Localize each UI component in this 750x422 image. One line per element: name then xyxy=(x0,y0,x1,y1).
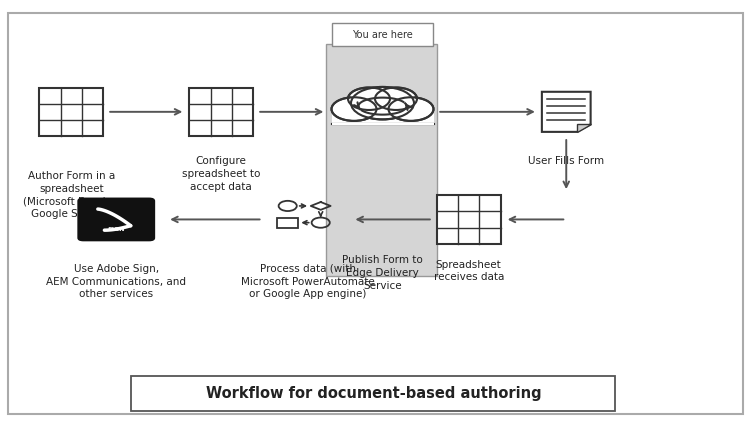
FancyBboxPatch shape xyxy=(332,23,434,46)
Ellipse shape xyxy=(351,87,414,119)
FancyBboxPatch shape xyxy=(332,122,434,125)
FancyBboxPatch shape xyxy=(332,108,434,124)
Text: SIGN: SIGN xyxy=(107,227,125,233)
Text: Configure
spreadsheet to
accept data: Configure spreadsheet to accept data xyxy=(182,156,260,192)
FancyBboxPatch shape xyxy=(39,87,104,136)
FancyBboxPatch shape xyxy=(8,13,742,414)
Ellipse shape xyxy=(334,99,374,119)
Ellipse shape xyxy=(348,87,390,110)
FancyBboxPatch shape xyxy=(189,87,254,136)
Bar xyxy=(277,217,298,228)
Text: Workflow for document-based authoring: Workflow for document-based authoring xyxy=(206,386,542,401)
Ellipse shape xyxy=(350,89,388,108)
FancyBboxPatch shape xyxy=(131,376,615,411)
Text: Author Form in a
spreadsheet
(Microsoft Excel or
Google Sheets): Author Form in a spreadsheet (Microsoft … xyxy=(23,171,119,219)
Text: Publish Form to
Edge Delivery
Service: Publish Form to Edge Delivery Service xyxy=(342,255,423,291)
Ellipse shape xyxy=(377,89,415,108)
Ellipse shape xyxy=(391,99,431,119)
Polygon shape xyxy=(577,124,591,132)
FancyBboxPatch shape xyxy=(77,197,155,241)
FancyBboxPatch shape xyxy=(436,195,501,244)
Ellipse shape xyxy=(375,87,417,110)
Ellipse shape xyxy=(353,89,412,118)
Polygon shape xyxy=(542,92,591,132)
Text: Use Adobe Sign,
AEM Communications, and
other services: Use Adobe Sign, AEM Communications, and … xyxy=(46,264,186,299)
Text: Spreadsheet
receives data: Spreadsheet receives data xyxy=(433,260,504,282)
Text: You are here: You are here xyxy=(352,30,413,40)
Ellipse shape xyxy=(332,97,376,121)
Text: Process data (with
Microsoft PowerAutomate
or Google App engine): Process data (with Microsoft PowerAutoma… xyxy=(241,264,374,299)
Text: User Fills Form: User Fills Form xyxy=(528,156,605,166)
Ellipse shape xyxy=(388,97,433,121)
FancyBboxPatch shape xyxy=(326,44,437,276)
